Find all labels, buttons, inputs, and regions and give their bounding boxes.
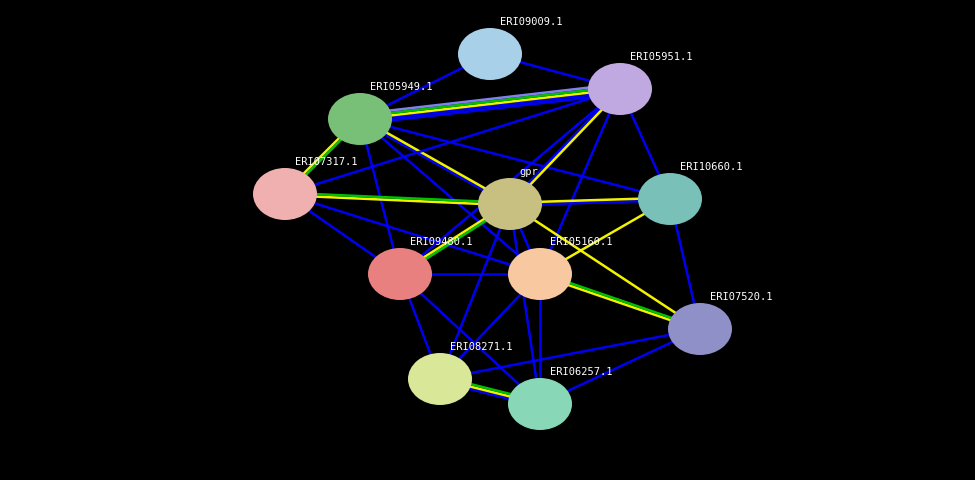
Ellipse shape: [638, 174, 702, 226]
Text: ERI05949.1: ERI05949.1: [370, 82, 432, 92]
Text: ERI08271.1: ERI08271.1: [449, 341, 512, 351]
Ellipse shape: [253, 168, 317, 220]
Text: ERI07317.1: ERI07317.1: [294, 156, 357, 167]
Ellipse shape: [408, 353, 472, 405]
Text: ERI05160.1: ERI05160.1: [550, 237, 612, 247]
Text: ERI07520.1: ERI07520.1: [710, 291, 772, 301]
Ellipse shape: [588, 64, 652, 116]
Ellipse shape: [328, 94, 392, 146]
Ellipse shape: [508, 378, 572, 430]
Ellipse shape: [368, 249, 432, 300]
Text: gpr: gpr: [520, 167, 538, 177]
Ellipse shape: [478, 179, 542, 230]
Ellipse shape: [668, 303, 732, 355]
Text: ERI10660.1: ERI10660.1: [680, 162, 742, 172]
Text: ERI06257.1: ERI06257.1: [550, 366, 612, 376]
Text: ERI05951.1: ERI05951.1: [630, 52, 692, 62]
Ellipse shape: [458, 29, 522, 81]
Ellipse shape: [508, 249, 572, 300]
Text: ERI09009.1: ERI09009.1: [499, 17, 563, 27]
Text: ERI09480.1: ERI09480.1: [410, 237, 472, 247]
